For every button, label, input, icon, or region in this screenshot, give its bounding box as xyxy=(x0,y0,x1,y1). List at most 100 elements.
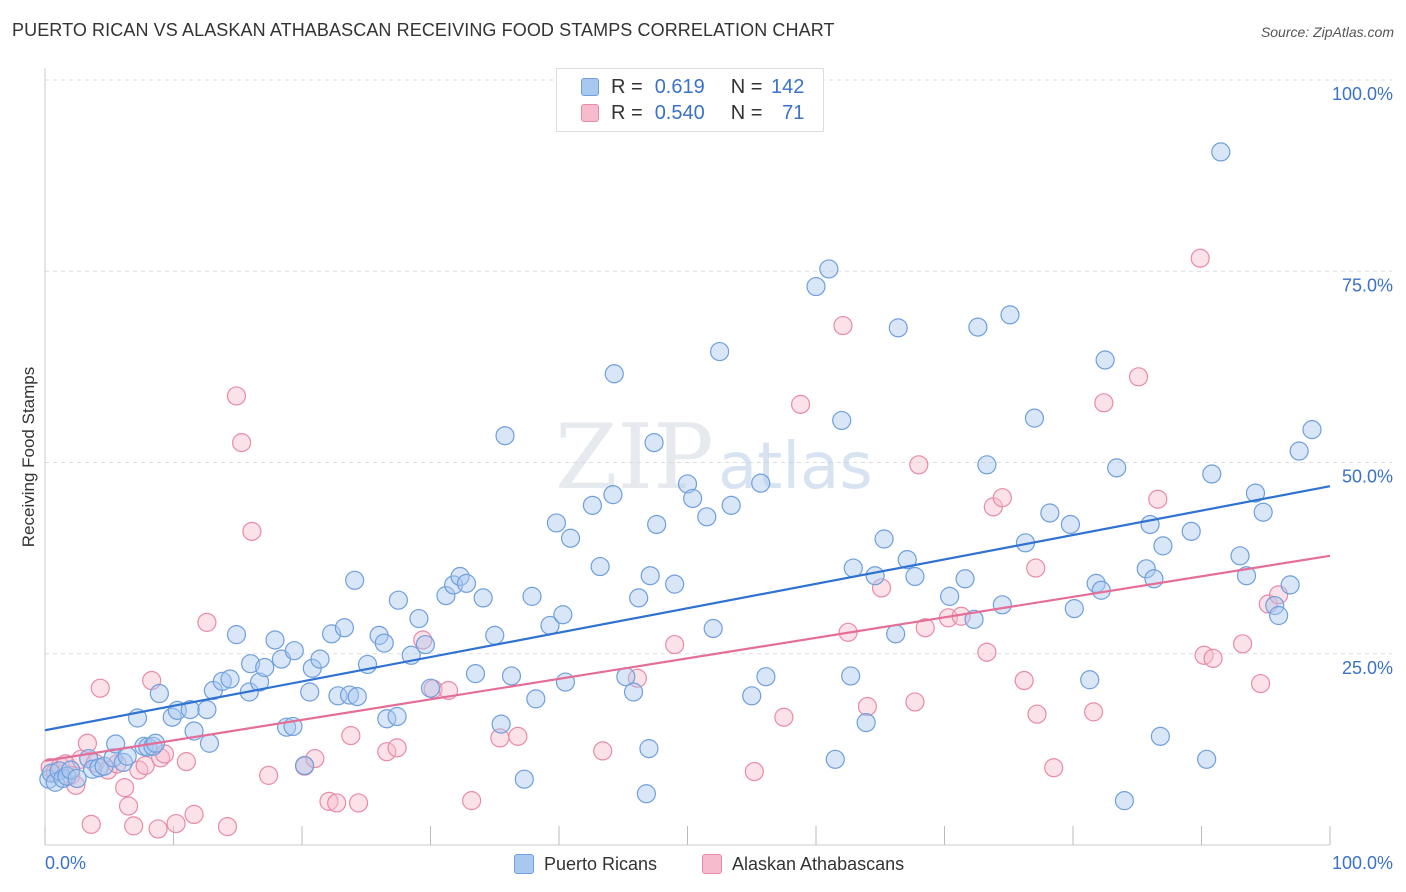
data-point xyxy=(465,664,486,684)
data-point xyxy=(841,666,861,686)
data-point xyxy=(590,556,610,577)
data-point xyxy=(742,686,762,706)
data-point xyxy=(856,712,876,733)
data-point xyxy=(415,634,435,655)
data-point xyxy=(832,410,852,431)
data-point xyxy=(640,566,660,586)
gridlines xyxy=(45,79,1392,655)
data-point xyxy=(347,686,367,707)
data-point xyxy=(124,816,144,836)
watermark-atlas: atlas xyxy=(718,430,873,504)
data-point xyxy=(909,455,929,475)
y-axis-label: Receiving Food Stamps xyxy=(19,367,38,547)
data-point xyxy=(1024,408,1045,428)
data-point xyxy=(180,699,200,720)
data-point xyxy=(819,259,839,279)
source-label: Source: ZipAtlas.com xyxy=(1260,24,1394,40)
data-point xyxy=(310,649,330,669)
data-point xyxy=(1289,441,1309,461)
data-point xyxy=(888,318,908,338)
legend-row-alaskan-athabascans: R = 0.540 N = 71 xyxy=(581,101,804,125)
legend-n-label: N = xyxy=(730,101,763,124)
data-point xyxy=(1268,605,1289,626)
data-point xyxy=(871,578,892,598)
data-point xyxy=(977,455,997,475)
data-point xyxy=(1083,702,1104,722)
blue-swatch xyxy=(581,78,599,96)
data-point xyxy=(833,315,853,336)
data-point xyxy=(1150,726,1170,746)
data-point xyxy=(1107,458,1127,478)
data-point xyxy=(806,276,826,297)
legend-r-value: 0.540 xyxy=(654,101,705,124)
data-point xyxy=(197,699,217,720)
data-point xyxy=(940,586,960,606)
data-point xyxy=(1000,305,1020,325)
data-point xyxy=(77,733,98,753)
data-point xyxy=(546,513,567,533)
data-point xyxy=(1080,670,1100,690)
data-point xyxy=(217,817,238,837)
data-point xyxy=(790,394,811,414)
data-point xyxy=(1251,673,1271,694)
axes xyxy=(44,68,1331,846)
data-point xyxy=(197,612,217,632)
data-point xyxy=(897,550,917,570)
series-alaskan-athabascans xyxy=(40,248,1289,839)
data-point xyxy=(1280,575,1300,595)
data-point xyxy=(1230,546,1250,566)
data-point xyxy=(629,588,649,608)
data-point xyxy=(1044,758,1064,778)
data-point xyxy=(135,755,155,776)
data-point xyxy=(1181,521,1201,541)
data-point xyxy=(67,768,87,789)
data-point xyxy=(905,692,925,712)
data-point xyxy=(623,682,644,702)
data-point xyxy=(1060,514,1081,535)
legend-n-value: 71 xyxy=(782,101,805,124)
data-point xyxy=(1190,248,1210,268)
data-point xyxy=(1202,464,1222,484)
data-point xyxy=(886,624,906,644)
data-point xyxy=(857,696,878,717)
data-point xyxy=(710,341,730,362)
y-tick-label: 100.0% xyxy=(1332,84,1393,104)
correlation-legend: R = 0.619 N = 142 R = 0.540 N = 71 xyxy=(556,68,824,132)
data-point xyxy=(115,778,135,798)
legend-r-value: 0.619 xyxy=(654,75,705,98)
data-point xyxy=(341,726,361,746)
data-point xyxy=(639,739,659,759)
data-point xyxy=(1128,367,1149,387)
data-point xyxy=(604,364,624,384)
data-point xyxy=(553,605,573,625)
data-point xyxy=(300,682,320,702)
trend-lines xyxy=(44,485,1331,762)
data-point xyxy=(409,608,429,629)
data-point xyxy=(665,574,685,594)
data-point xyxy=(495,426,515,446)
bottom-legend-alaskan-athabascans: Alaskan Athabascans xyxy=(702,852,904,876)
data-point xyxy=(1197,749,1217,769)
data-point xyxy=(212,671,232,691)
data-point xyxy=(1153,536,1173,556)
data-point xyxy=(905,566,925,587)
data-point xyxy=(560,528,581,548)
data-point xyxy=(420,678,441,698)
data-point xyxy=(683,488,703,509)
data-point xyxy=(1014,670,1034,691)
data-point xyxy=(294,755,315,776)
data-point xyxy=(334,618,355,638)
data-point xyxy=(1027,704,1047,724)
data-point xyxy=(1233,634,1253,654)
data-point xyxy=(1211,142,1231,162)
data-point xyxy=(491,714,511,734)
data-point xyxy=(232,433,252,453)
data-point xyxy=(1236,566,1257,586)
data-point xyxy=(249,672,270,692)
legend-series-name: Puerto Ricans xyxy=(544,853,658,874)
y-tick-label: 25.0% xyxy=(1342,658,1393,678)
data-point xyxy=(377,742,397,762)
data-point xyxy=(636,784,656,804)
data-point xyxy=(242,521,262,541)
data-point xyxy=(593,741,613,761)
